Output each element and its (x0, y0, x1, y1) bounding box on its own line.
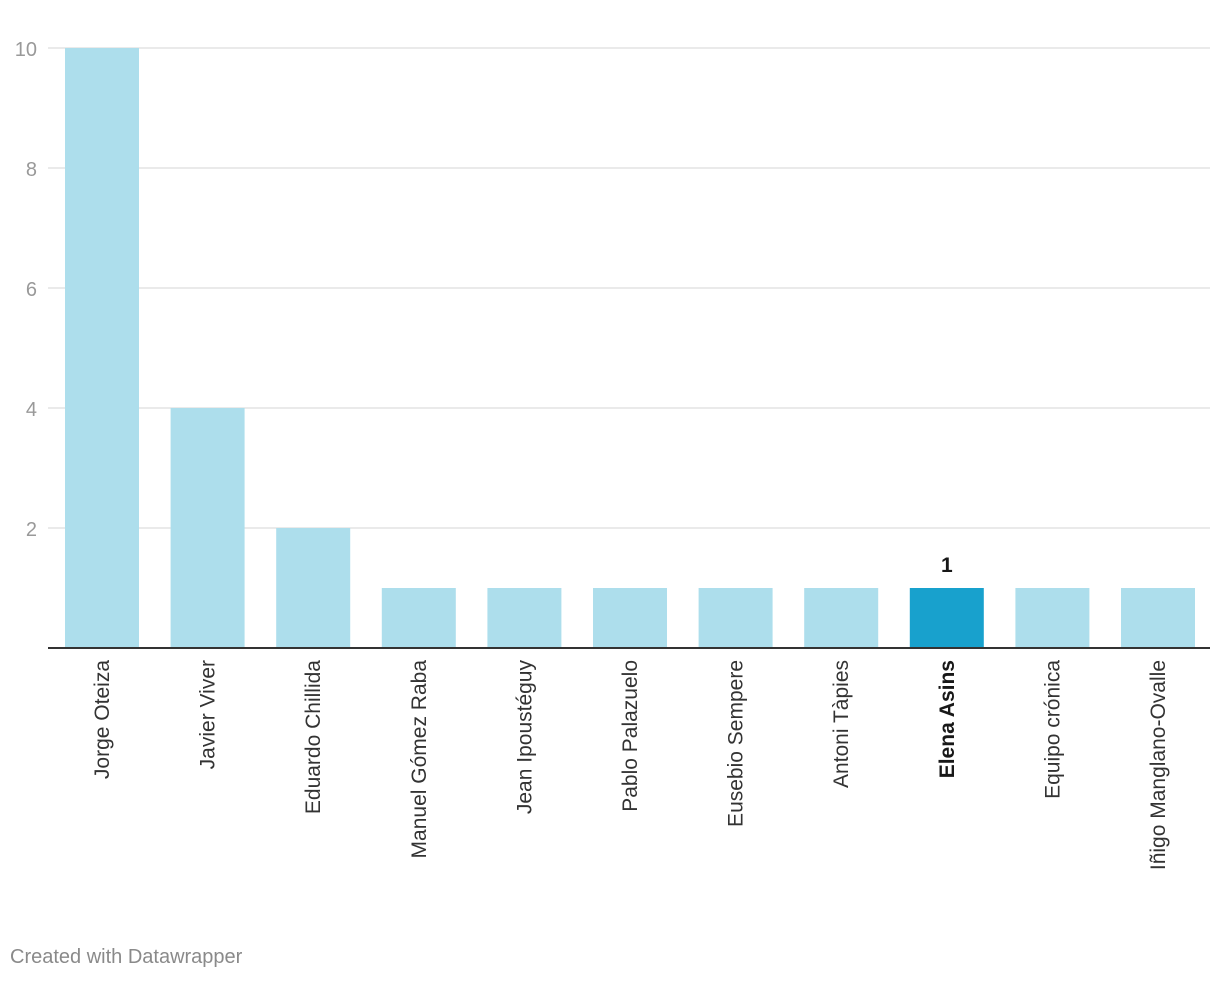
x-tick-label: Eusebio Sempere (725, 660, 748, 827)
y-tick-label: 10 (15, 39, 37, 61)
y-tick-label: 4 (26, 399, 37, 421)
x-tick-label: Elena Asins (936, 660, 959, 778)
bar (1015, 588, 1090, 648)
bar-chart: 2 4 6 8 10 1 Jorge Oteiza Javier Viver Eduardo C… (15, 39, 1210, 870)
y-tick-label: 8 (26, 159, 37, 181)
bar (381, 588, 456, 648)
x-tick-label: Equipo crónica (1041, 660, 1064, 799)
y-tick-label: 2 (26, 519, 37, 541)
x-tick-label: Iñigo Manglano-Ovalle (1147, 660, 1170, 870)
x-tick-label: Eduardo Chillida (302, 660, 325, 814)
bar (698, 588, 773, 648)
bar (487, 588, 562, 648)
credit-text: Created with Datawrapper (10, 946, 243, 968)
bar (65, 48, 139, 648)
x-tick-label: Antoni Tàpies (830, 660, 853, 788)
x-tick-label: Javier Viver (197, 660, 220, 769)
bar (804, 588, 879, 648)
data-label: 1 (941, 554, 953, 577)
x-tick-label: Jean Ipoustéguy (513, 660, 536, 815)
bar (1121, 588, 1195, 648)
bar (276, 528, 351, 648)
bar (170, 408, 245, 648)
x-tick-label: Pablo Palazuelo (619, 660, 642, 812)
x-tick-label: Jorge Oteiza (91, 660, 114, 779)
y-tick-label: 6 (26, 279, 37, 301)
x-tick-label: Manuel Gómez Raba (408, 660, 431, 859)
bar (593, 588, 667, 648)
bar (909, 588, 984, 648)
